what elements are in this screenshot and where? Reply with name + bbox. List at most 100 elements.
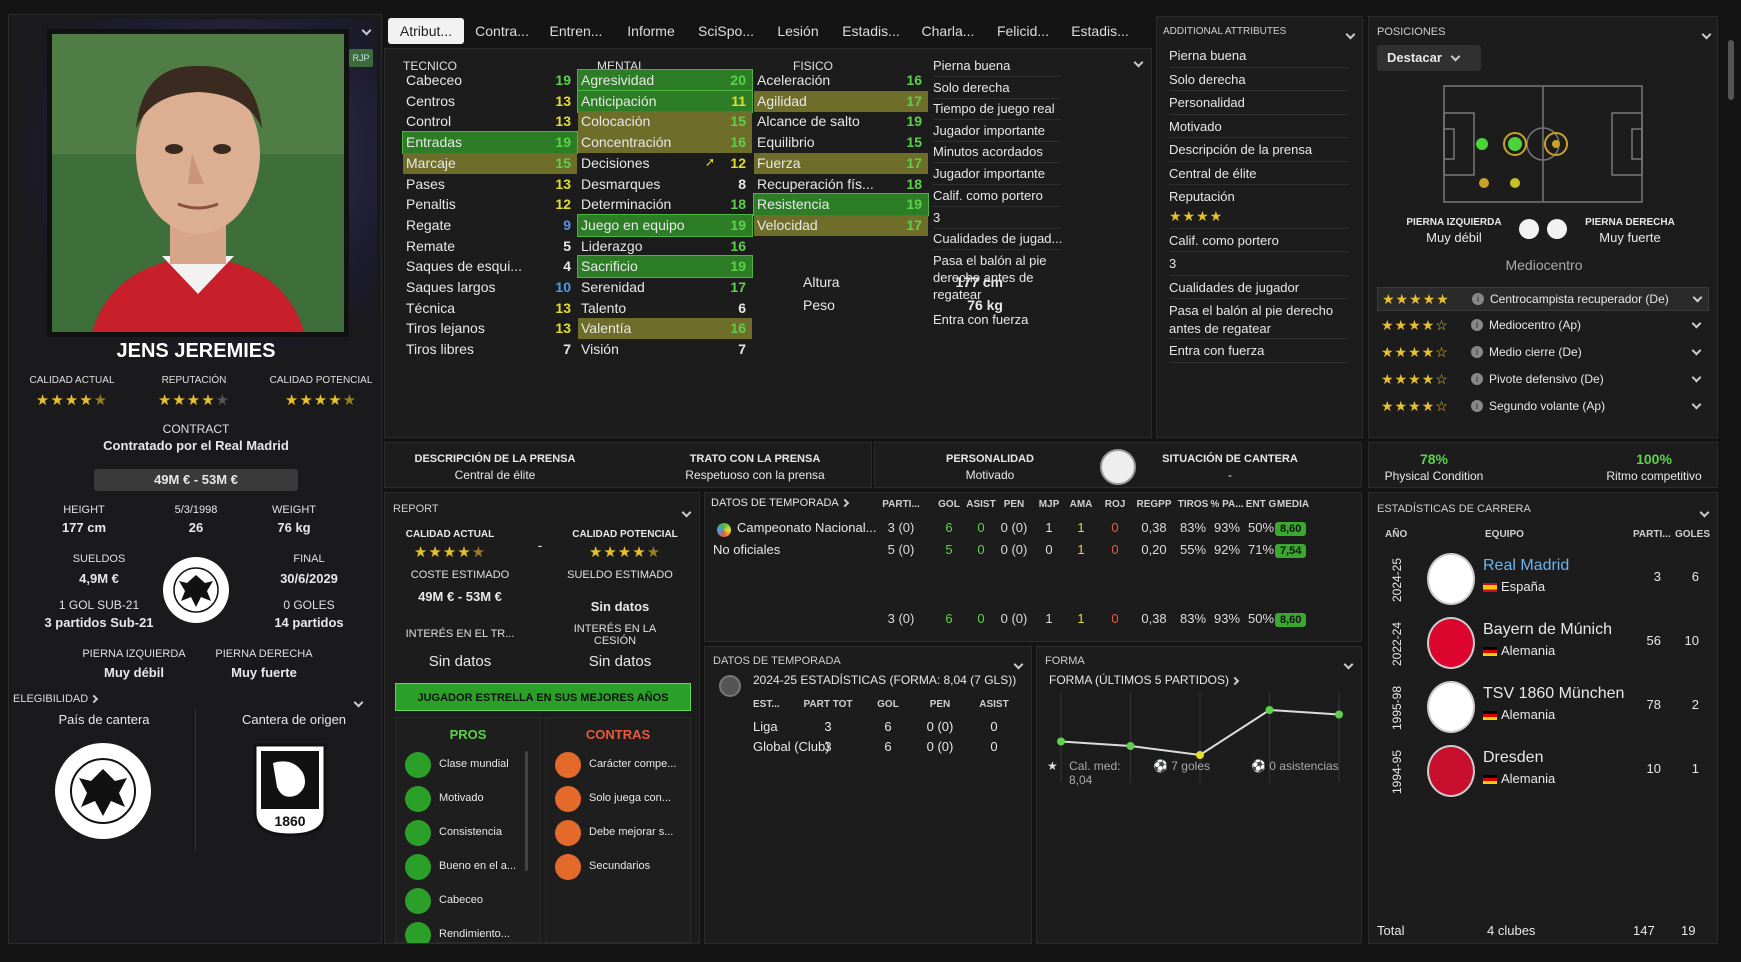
cantera-value: -	[1228, 468, 1232, 482]
highlight-dropdown[interactable]: Destacar	[1377, 45, 1481, 71]
attribute-value: 6	[738, 299, 746, 316]
form-subtitle-link[interactable]: FORMA (ÚLTIMOS 5 PARTIDOS)	[1049, 673, 1240, 687]
chevron-down-icon[interactable]	[1692, 292, 1703, 303]
chevron-right-icon	[840, 498, 849, 508]
media-badge: 8,60	[1275, 522, 1307, 536]
eligibility-header[interactable]: ELEGIBILIDAD	[13, 693, 99, 705]
eligibility-chevron[interactable]	[353, 693, 364, 709]
tab-happiness[interactable]: Felicid...	[996, 23, 1050, 39]
tab-attributes[interactable]: Atribut...	[388, 18, 464, 44]
season-row-name[interactable]: Campeonato Nacional...	[737, 520, 877, 535]
left-foot-value: Muy débil	[104, 665, 164, 680]
con-item: Solo juega con...	[589, 792, 671, 804]
chevron-down-icon[interactable]	[1691, 345, 1702, 356]
career-goals-header: GOLES	[1675, 529, 1711, 540]
role-row[interactable]: ★★★★☆ i Segundo volante (Ap)	[1377, 395, 1709, 419]
chevron-down-icon[interactable]	[1691, 372, 1702, 383]
career-chevron[interactable]	[1699, 503, 1710, 519]
side-info-item: Pasa el balón al pie derecho antes de re…	[933, 253, 1047, 302]
season2-cell: 3	[824, 719, 832, 734]
divider	[1169, 251, 1349, 252]
form-point[interactable]	[1265, 706, 1274, 714]
attribute-value: 12	[730, 154, 746, 171]
tab-stats[interactable]: Estadis...	[842, 23, 900, 39]
season-row-name[interactable]: No oficiales	[713, 542, 781, 557]
chevron-down-icon[interactable]	[681, 507, 692, 518]
tab-contract[interactable]: Contra...	[475, 23, 529, 39]
form-chevron[interactable]	[1343, 655, 1354, 671]
attribute-name: Colocación	[581, 113, 651, 130]
additional-item: Descripción de la prensa	[1169, 142, 1313, 157]
career-year: 1994-95	[1390, 749, 1404, 795]
attribute-value: 13	[555, 299, 571, 316]
divider	[1169, 227, 1349, 229]
career-team[interactable]: TSV 1860 München	[1483, 685, 1625, 702]
ritmo-value: 100%	[1636, 451, 1672, 467]
con-icon	[555, 752, 581, 778]
tab-injury[interactable]: Lesión	[777, 23, 819, 39]
attribute-value: 12	[555, 196, 571, 213]
info-icon[interactable]: i	[1472, 293, 1484, 305]
cost-value: 49M € - 53M €	[418, 589, 502, 604]
window-scrollbar[interactable]	[1728, 40, 1734, 100]
attribute-row: Liderazgo 16	[578, 236, 752, 257]
role-row[interactable]: ★★★★☆ i Pivote defensivo (De)	[1377, 368, 1709, 392]
wage-label: SUELDO ESTIMADO	[567, 569, 673, 581]
tab-training[interactable]: Entren...	[549, 23, 603, 39]
fisico-header: FISICO	[793, 59, 834, 73]
tab-scispo[interactable]: SciSpo...	[697, 23, 755, 39]
info-icon[interactable]: i	[1471, 319, 1483, 331]
chevron-down-icon[interactable]	[1691, 318, 1702, 329]
attribute-name: Regate	[406, 216, 452, 233]
season-cell: 0	[1111, 542, 1119, 557]
chevron-down-icon[interactable]	[361, 25, 372, 36]
info-icon[interactable]: i	[1471, 373, 1483, 385]
info-icon[interactable]: i	[1471, 346, 1483, 358]
form-point[interactable]	[1126, 742, 1135, 750]
role-row[interactable]: ★★★★★ i Centrocampista recuperador (De)	[1377, 287, 1709, 311]
form-point[interactable]	[1335, 710, 1343, 719]
divider	[1169, 160, 1349, 162]
career-team[interactable]: Real Madrid	[1483, 557, 1570, 574]
chevron-down-icon[interactable]	[1699, 507, 1710, 518]
role-row[interactable]: ★★★★☆ i Mediocentro (Ap)	[1377, 314, 1709, 338]
tab-report[interactable]: Informe	[627, 23, 675, 39]
career-year-header: AÑO	[1385, 529, 1408, 540]
pros-scrollbar[interactable]	[525, 751, 528, 871]
chevron-down-icon[interactable]	[353, 697, 364, 708]
side-chevron[interactable]	[1133, 53, 1144, 69]
form-point[interactable]	[1196, 751, 1204, 759]
season2-chevron[interactable]	[1013, 655, 1024, 671]
tab-stats-2[interactable]: Estadis...	[1071, 23, 1129, 39]
info-icon[interactable]: i	[1471, 400, 1483, 412]
attribute-row: Juego en equipo 19	[577, 213, 753, 237]
tab-talks[interactable]: Charla...	[921, 23, 975, 39]
chevron-down-icon[interactable]	[1343, 659, 1354, 670]
profile-menu-chevron[interactable]	[361, 21, 372, 37]
chevron-down-icon[interactable]	[1013, 659, 1024, 670]
career-panel: ESTADÍSTICAS DE CARRERA AÑO EQUIPO PARTI…	[1368, 492, 1718, 944]
tecnico-header: TECNICO	[403, 59, 457, 73]
career-team[interactable]: Bayern de Múnich	[1483, 621, 1612, 638]
divider	[1169, 361, 1349, 363]
additional-chevron[interactable]	[1345, 25, 1356, 41]
form-point[interactable]	[1057, 737, 1065, 746]
player-badge[interactable]: RJP	[349, 49, 373, 67]
role-row[interactable]: ★★★★☆ i Medio cierre (De)	[1377, 341, 1709, 365]
career-total-apps: 147	[1633, 923, 1655, 938]
report-chevron[interactable]	[681, 503, 692, 519]
chevron-down-icon[interactable]	[1701, 29, 1712, 40]
form-chart	[1057, 692, 1343, 782]
chevron-down-icon[interactable]	[1691, 399, 1702, 410]
chevron-down-icon[interactable]	[1133, 57, 1144, 68]
con-icon	[555, 854, 581, 880]
season-column-header: AMA	[1069, 499, 1093, 510]
star-player-button[interactable]: JUGADOR ESTRELLA EN SUS MEJORES AÑOS	[395, 683, 691, 711]
career-team[interactable]: Dresden	[1483, 749, 1544, 766]
attribute-value: 17	[906, 154, 922, 171]
chevron-down-icon[interactable]	[1345, 29, 1356, 40]
positions-chevron[interactable]	[1701, 25, 1712, 41]
season-total-cell: 0 (0)	[1000, 611, 1028, 626]
season-header[interactable]: DATOS DE TEMPORADA	[711, 497, 849, 509]
season-column-header: TIROS	[1177, 499, 1209, 510]
